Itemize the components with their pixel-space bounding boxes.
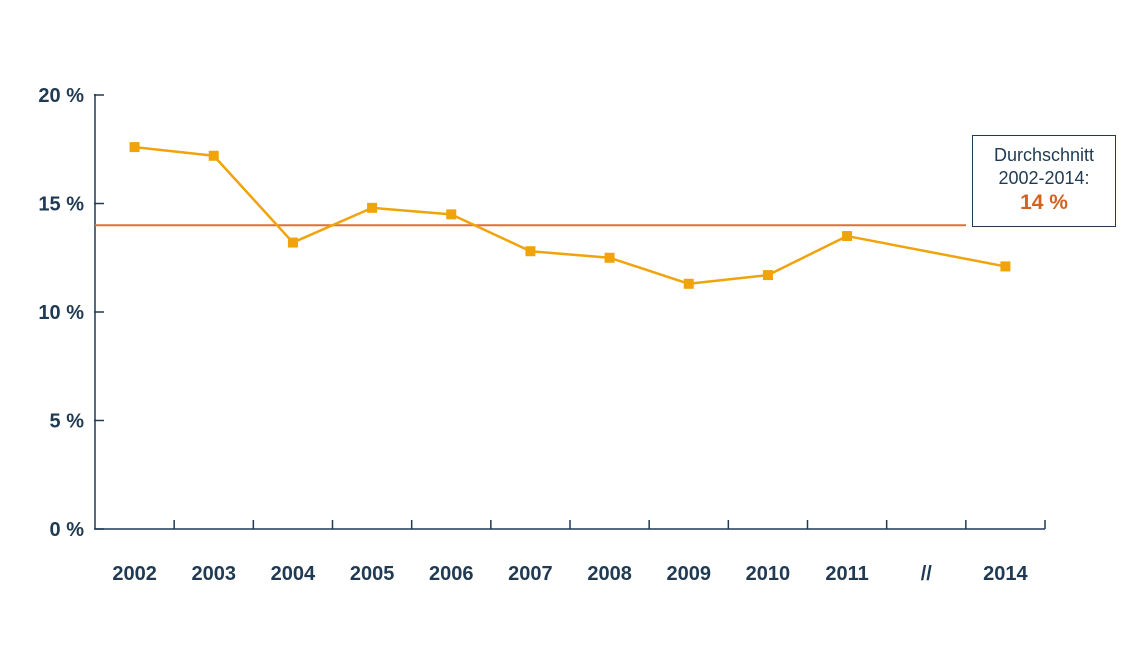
data-point bbox=[208, 150, 219, 161]
x-tick-label: 2003 bbox=[192, 563, 237, 585]
x-tick-label: // bbox=[921, 563, 933, 585]
x-axis-ticks: 2002 2003 2004 2005 2006 2007 2008 2009 2010 2011… bbox=[112, 520, 1046, 585]
data-point bbox=[842, 231, 853, 242]
x-tick-label: 2009 bbox=[667, 563, 712, 585]
data-point bbox=[129, 142, 140, 153]
chart-axes bbox=[94, 94, 1045, 530]
data-point bbox=[446, 209, 457, 220]
x-tick-label: 2014 bbox=[983, 563, 1028, 585]
data-point bbox=[762, 270, 773, 281]
data-point bbox=[525, 246, 536, 257]
annotation-line-1: Durchschnitt bbox=[993, 145, 1095, 165]
data-point bbox=[604, 252, 615, 263]
data-point bbox=[683, 278, 694, 289]
x-tick-label: 2005 bbox=[350, 563, 395, 585]
x-tick-label: 2006 bbox=[429, 563, 474, 585]
y-tick-label: 15 % bbox=[38, 194, 84, 216]
annotation-line-2: 2002-2014: bbox=[998, 168, 1090, 188]
annotation-average-value: 14 % bbox=[1020, 191, 1068, 214]
data-series bbox=[129, 142, 1011, 289]
y-tick-label: 10 % bbox=[38, 302, 84, 324]
y-tick-label: 5 % bbox=[50, 411, 85, 433]
x-tick-label: 2002 bbox=[112, 563, 157, 585]
data-point bbox=[287, 237, 298, 248]
x-tick-label: 2010 bbox=[746, 563, 791, 585]
x-tick-label: 2004 bbox=[271, 563, 316, 585]
x-tick-label: 2008 bbox=[587, 563, 632, 585]
data-point bbox=[1000, 261, 1011, 272]
y-tick-label: 0 % bbox=[50, 519, 85, 541]
y-tick-label: 20 % bbox=[38, 85, 84, 107]
x-tick-label: 2007 bbox=[508, 563, 553, 585]
average-annotation-box: Durchschnitt 2002-2014: 14 % bbox=[972, 135, 1116, 227]
x-tick-label: 2011 bbox=[825, 563, 868, 585]
data-point bbox=[367, 202, 378, 213]
series-line bbox=[134, 145, 1006, 286]
y-axis-ticks: 0 % 5 % 10 % 15 % 20 % bbox=[38, 85, 104, 541]
